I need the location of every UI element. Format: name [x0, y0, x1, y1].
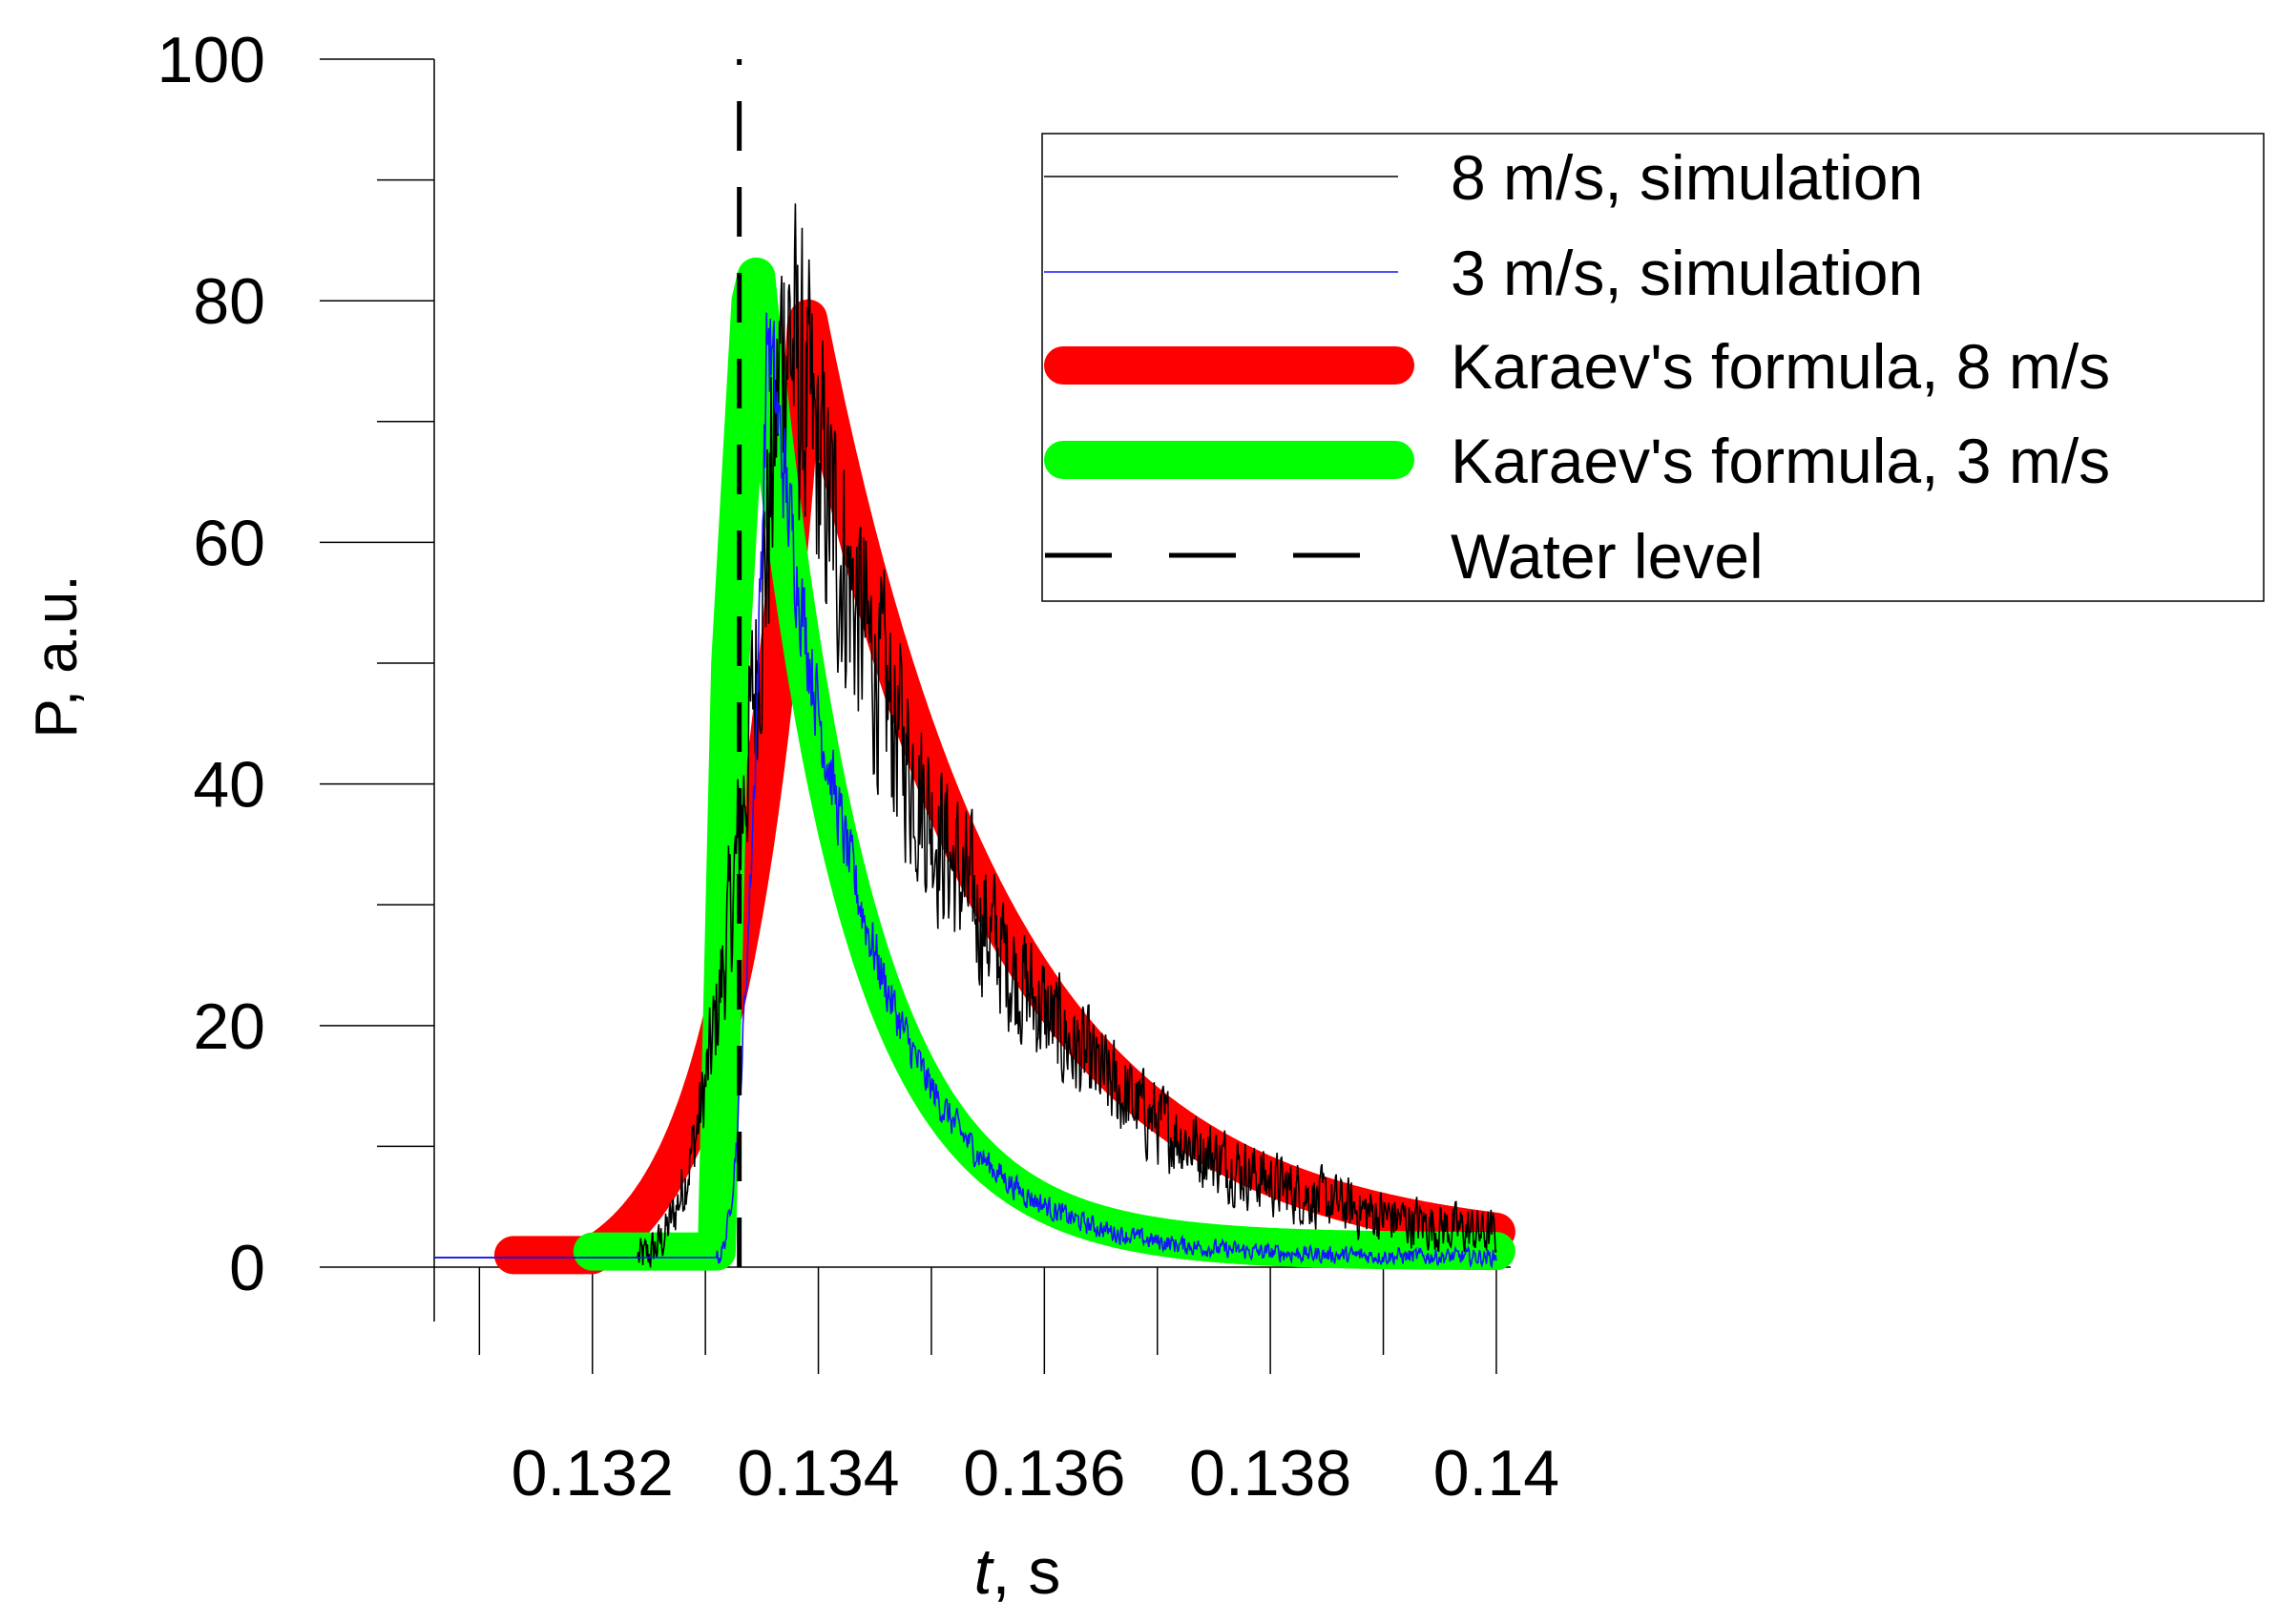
- y-tick-label: 20: [193, 990, 265, 1063]
- x-tick-label: 0.138: [1189, 1437, 1351, 1509]
- x-tick-label: 0.14: [1433, 1437, 1559, 1509]
- x-axis-label-unit: , s: [993, 1535, 1061, 1608]
- legend-label: Karaev's formula, 8 m/s: [1451, 331, 2110, 402]
- x-axis-label-var: t: [974, 1535, 995, 1608]
- legend-label: 8 m/s, simulation: [1451, 142, 1923, 213]
- y-tick-label: 60: [193, 507, 265, 579]
- legend-label: 3 m/s, simulation: [1451, 238, 1923, 308]
- x-tick-label: 0.132: [512, 1437, 674, 1509]
- y-tick-label: 0: [229, 1232, 265, 1304]
- y-tick-label: 40: [193, 749, 265, 822]
- x-tick-label: 0.134: [737, 1437, 899, 1509]
- y-axis-label: P, a.u.: [24, 574, 90, 738]
- x-tick-label: 0.136: [963, 1437, 1125, 1509]
- legend: 8 m/s, simulation 3 m/s, simulation Karaev…: [1041, 133, 2265, 602]
- y-tick-label: 100: [157, 24, 265, 96]
- y-tick-label: 80: [193, 265, 265, 338]
- series-sim-3ms: [434, 312, 1497, 1269]
- x-axis-label: t, s: [974, 1535, 1061, 1608]
- legend-label: Water level: [1451, 521, 1764, 592]
- legend-label: Karaev's formula, 3 m/s: [1451, 426, 2110, 496]
- series-layer: [434, 59, 1515, 1275]
- axes: 0 20 40 60 80 100 0.132 0.134 0.136 0.138 0.14: [157, 24, 1560, 1509]
